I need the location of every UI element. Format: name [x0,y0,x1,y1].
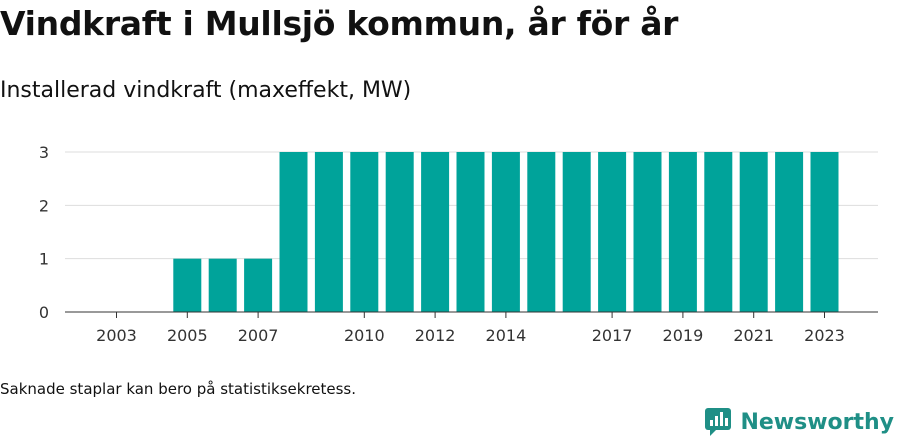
bar [173,258,202,312]
x-tick-label: 2019 [663,326,704,345]
chart-title: Vindkraft i Mullsjö kommun, år för år [0,4,679,43]
x-tick-label: 2012 [415,326,456,345]
bar [633,152,662,312]
x-tick-label: 2010 [344,326,385,345]
bar [810,152,839,312]
chart-subtitle: Installerad vindkraft (maxeffekt, MW) [0,78,412,103]
footnote: Saknade staplar kan bero på statistiksek… [0,380,357,398]
x-tick-label: 2023 [804,326,845,345]
bar [421,152,450,312]
y-tick-label: 1 [39,250,49,269]
bar-chart: 0 1 2 3 2003 2005 2007 2010 2012 2014 2017 2019 2021… [39,143,878,345]
x-tick-label: 2005 [167,326,208,345]
y-tick-label: 3 [39,143,49,162]
bar [491,152,520,312]
bar [668,152,697,312]
bar [279,152,308,312]
bar [739,152,768,312]
bar [562,152,591,312]
x-tick-label: 2021 [733,326,774,345]
x-tick-label: 2017 [592,326,633,345]
x-tick-label: 2014 [486,326,527,345]
brand-name: Newsworthy [740,409,894,435]
bar [775,152,804,312]
newsworthy-logo[interactable]: Newsworthy [704,405,894,439]
y-tick-label: 2 [39,196,49,215]
bar [244,258,273,312]
bar [704,152,733,312]
bar [598,152,627,312]
bar [385,152,414,312]
bar [314,152,343,312]
x-tick-label: 2003 [96,326,137,345]
newsworthy-logo-icon [705,408,732,436]
bar [456,152,485,312]
bar [350,152,379,312]
x-tick-label: 2007 [238,326,279,345]
y-tick-label: 0 [39,303,49,322]
bar [527,152,556,312]
bar [208,258,237,312]
